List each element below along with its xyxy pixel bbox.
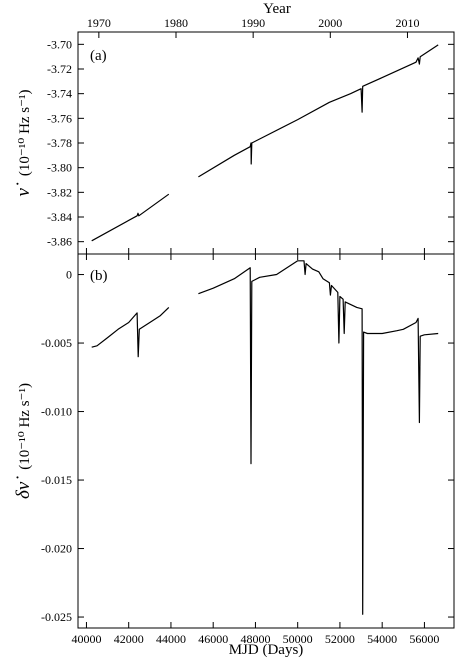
panel-b-ytick-label: 0 [66, 268, 72, 282]
panel-b-label: (b) [90, 268, 108, 284]
bottom-xtick-label: 56000 [409, 632, 439, 646]
panel-a-ytick-label: -3.74 [47, 87, 72, 101]
panel-a-ylabel: ν̇ (10⁻¹⁰ Hz s⁻¹) [13, 89, 34, 196]
panel-a-series-line [91, 193, 170, 242]
panel-a-frame [77, 31, 455, 255]
panel-a-ytick-label: -3.78 [47, 136, 72, 150]
x-axis-title: MJD (Days) [229, 642, 304, 658]
panel-a-ytick-label: -3.80 [47, 161, 72, 175]
panel-a-ytick-label: -3.86 [47, 235, 72, 249]
labels-layer: -3.86 -3.84 -3.82 -3.80 -3.78 -3.76 -3.74 -3.72… [41, 16, 439, 646]
top-year-tick-label: 1970 [87, 16, 111, 30]
bottom-xtick-label: 50000 [283, 632, 313, 646]
panel-a-label: (a) [90, 48, 107, 64]
top-year-tick-label: 1980 [164, 16, 188, 30]
panel-a-ytick-label: -3.76 [47, 111, 72, 125]
panel-b-ytick-label: -0.020 [41, 542, 72, 556]
panel-b-ytick-label: -0.015 [41, 473, 72, 487]
panel-b-ytick-label: -0.010 [41, 405, 72, 419]
panel-b-ylabel-units: (10⁻¹⁰ Hz s⁻¹) [17, 383, 33, 470]
panel-b-ylabel-symbol: δν̇ [13, 476, 34, 499]
data-layer [91, 44, 439, 615]
top-year-tick-label: 2000 [318, 16, 342, 30]
bottom-xtick-label: 40000 [71, 632, 101, 646]
panel-a-ytick-label: -3.72 [47, 62, 72, 76]
panel-a-ytick-label: -3.70 [47, 37, 72, 51]
panel-b-ytick-label: -0.025 [41, 610, 72, 624]
bottom-xtick-label: 54000 [367, 632, 397, 646]
panel-a-series-line [198, 44, 439, 178]
panel-b-series-line [91, 306, 170, 358]
panel-a-ylabel-symbol: ν̇ [13, 182, 34, 196]
panel-a-ytick-label: -3.84 [47, 210, 72, 224]
panel-a-ytick-label: -3.82 [47, 185, 72, 199]
bottom-xtick-label: 44000 [156, 632, 186, 646]
panel-b-frame [77, 253, 455, 629]
top-year-tick-label: 2010 [395, 16, 419, 30]
bottom-xtick-label: 52000 [325, 632, 355, 646]
panel-b-series-line [198, 260, 439, 615]
panel-a-ylabel-units: (10⁻¹⁰ Hz s⁻¹) [17, 89, 33, 176]
top-axis-title: Year [263, 1, 291, 17]
bottom-xtick-label: 42000 [114, 632, 144, 646]
top-year-tick-label: 1990 [241, 16, 265, 30]
bottom-xtick-label: 46000 [198, 632, 228, 646]
bottom-xtick-label: 48000 [240, 632, 270, 646]
panel-b-ylabel: δν̇ (10⁻¹⁰ Hz s⁻¹) [13, 383, 34, 499]
ticks-layer [78, 32, 454, 628]
panel-b-ytick-label: -0.005 [41, 336, 72, 350]
